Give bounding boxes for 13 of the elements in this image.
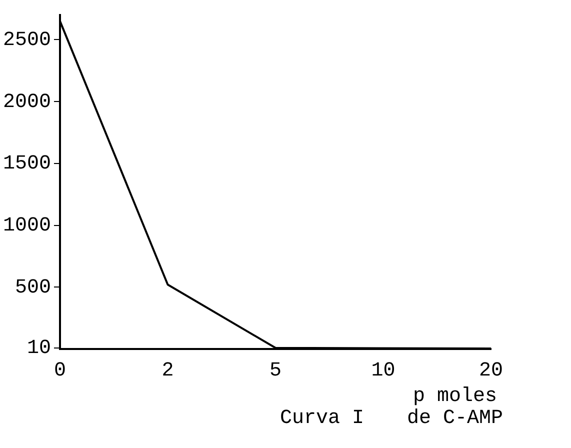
y-tick-label: 10: [26, 337, 52, 360]
x-tick-label: 2: [162, 359, 174, 382]
y-tick-label: 500: [14, 276, 52, 300]
x-axis-title: p moles de C-AMP: [406, 385, 504, 430]
y-tick-label: 1000: [2, 214, 52, 238]
x-tick-label: 0: [54, 359, 66, 382]
y-tick-label: 2500: [2, 29, 52, 52]
x-tick-label: 10: [371, 359, 396, 382]
x-tick-label: 5: [269, 359, 282, 382]
x-tick-label: 20: [478, 359, 504, 382]
text: Curva I: [280, 407, 364, 430]
y-tick-label: 2000: [2, 90, 52, 114]
y-tick-label: 1500: [2, 152, 52, 176]
